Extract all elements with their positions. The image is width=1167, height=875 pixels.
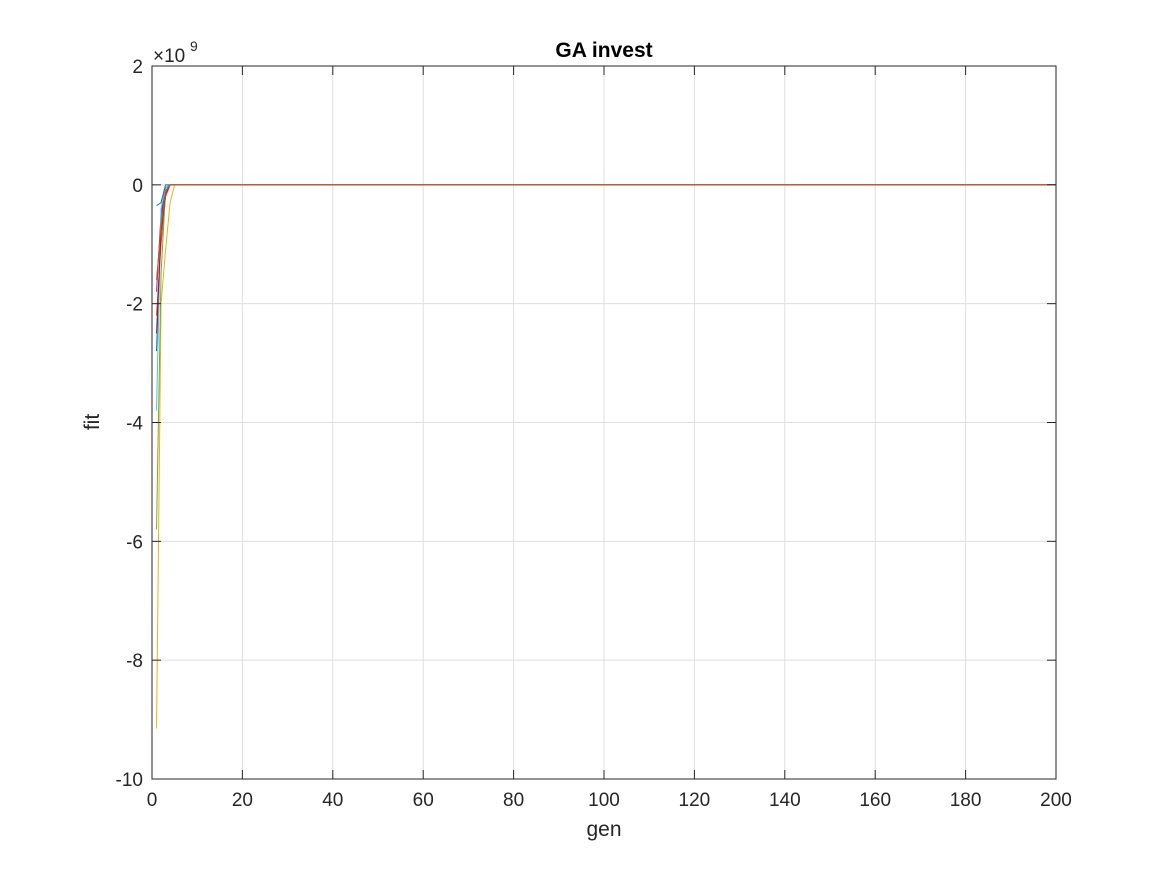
- y-tick-label: -6: [126, 532, 143, 553]
- svg-text:×10: ×10: [153, 46, 185, 67]
- x-tick-label: 200: [1040, 790, 1072, 811]
- y-tick-label: -2: [126, 295, 143, 316]
- series-layer: [156, 184, 1056, 729]
- x-tick-label: 100: [588, 790, 620, 811]
- x-tick-label: 20: [232, 790, 253, 811]
- x-tick-label: 180: [950, 790, 982, 811]
- y-tick-label: 2: [132, 57, 143, 78]
- y-tick-label: -10: [116, 770, 143, 791]
- y-tick-label: -8: [126, 651, 143, 672]
- y-tick-label: 0: [132, 176, 143, 197]
- x-tick-label: 80: [503, 790, 524, 811]
- multiplier-base: 10: [164, 46, 185, 67]
- multiplier-prefix: ×: [153, 46, 164, 67]
- x-tick-labels: 0 20 40 60 80 100 120 140 160 180 200: [147, 790, 1072, 811]
- y-tick-label: -4: [126, 414, 143, 435]
- x-tick-label: 140: [769, 790, 801, 811]
- x-tick-label: 60: [413, 790, 434, 811]
- x-tick-label: 0: [147, 790, 158, 811]
- x-tick-label: 120: [679, 790, 711, 811]
- tick-marks: [151, 65, 1057, 780]
- y-axis-multiplier: ×10 9: [153, 38, 198, 67]
- chart-title: GA invest: [555, 39, 652, 62]
- x-tick-label: 160: [859, 790, 891, 811]
- y-tick-labels: -10 -8 -6 -4 -2 0 2: [116, 57, 144, 791]
- x-tick-label: 40: [322, 790, 343, 811]
- x-axis-label: gen: [586, 818, 621, 841]
- multiplier-exponent: 9: [190, 38, 198, 54]
- y-axis-label: fit: [81, 414, 104, 431]
- series-line-9: [156, 184, 1056, 280]
